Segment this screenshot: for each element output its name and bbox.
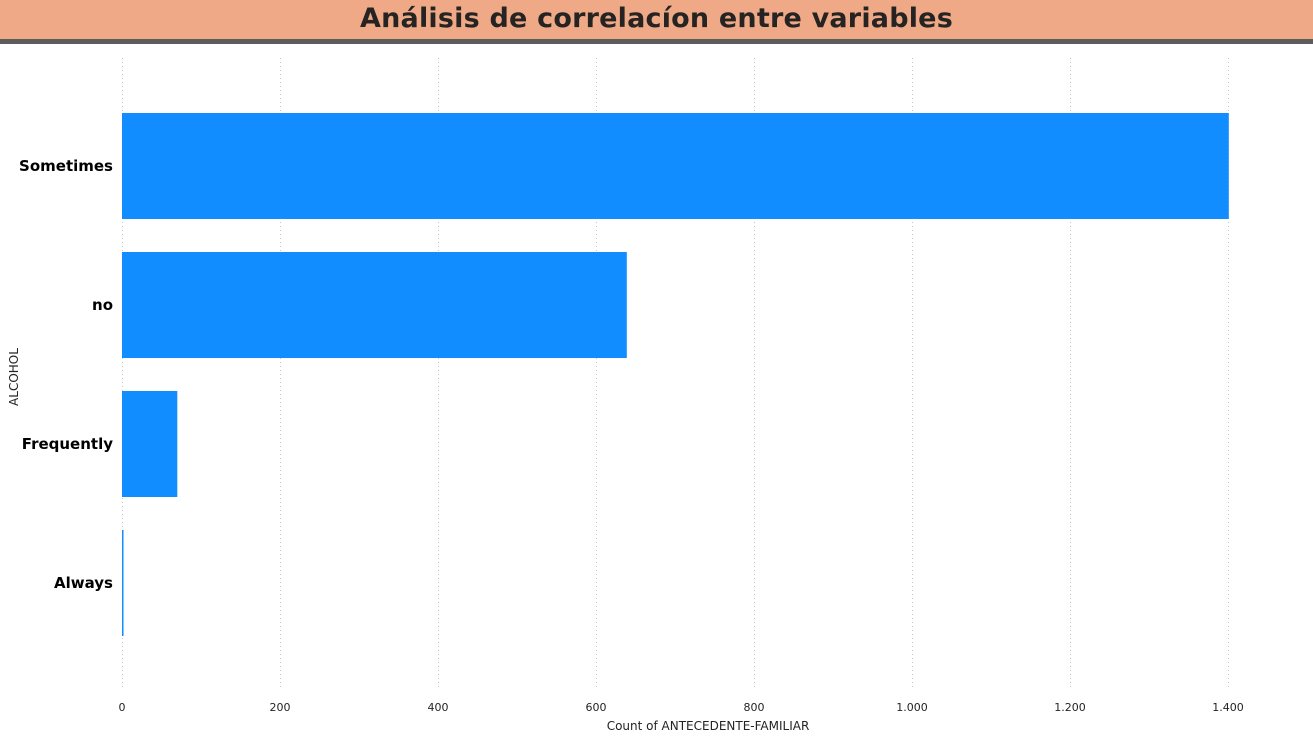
x-axis-ticks: 0 200 400 600 800 1.000 1.200 1.400	[119, 701, 1244, 714]
y-axis-title: ALCOHOL	[7, 348, 21, 406]
bar-sometimes[interactable]	[122, 113, 1229, 219]
x-tick-label: 0	[119, 701, 126, 714]
x-tick-label: 1.200	[1054, 701, 1086, 714]
x-tick-label: 1.000	[896, 701, 928, 714]
y-tick-label: Frequently	[22, 435, 113, 453]
bars	[122, 113, 1229, 636]
x-tick-label: 800	[744, 701, 765, 714]
bar-no[interactable]	[122, 252, 627, 358]
bar-frequently[interactable]	[122, 391, 178, 497]
y-tick-label: Always	[54, 574, 113, 592]
x-tick-label: 1.400	[1212, 701, 1244, 714]
y-tick-label: Sometimes	[19, 157, 113, 175]
y-tick-label: no	[92, 296, 113, 314]
x-tick-label: 200	[270, 701, 291, 714]
x-tick-label: 600	[586, 701, 607, 714]
x-tick-label: 400	[428, 701, 449, 714]
page-title: Análisis de correlacíon entre variables	[360, 3, 953, 34]
title-banner: Análisis de correlacíon entre variables	[0, 0, 1313, 44]
x-axis-title: Count of ANTECEDENTE-FAMILIAR	[607, 719, 810, 733]
bar-always[interactable]	[122, 530, 124, 636]
y-axis-ticks: Sometimes no Frequently Always	[19, 157, 113, 592]
